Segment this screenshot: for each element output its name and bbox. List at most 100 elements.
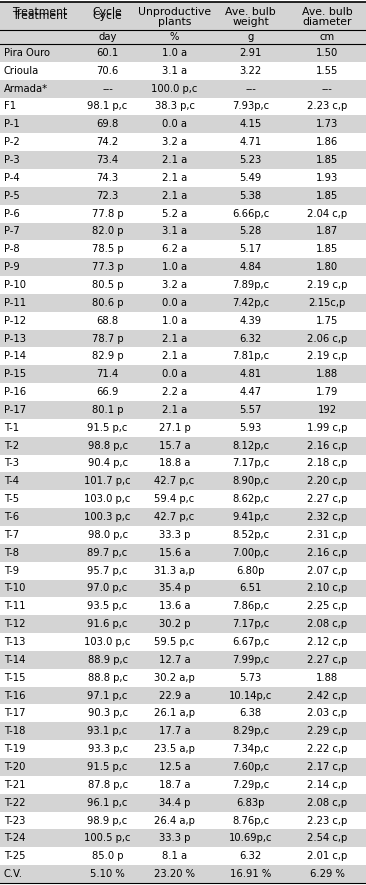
Text: 100.3 p,c: 100.3 p,c [85, 512, 131, 522]
Text: 82.9 p: 82.9 p [92, 351, 123, 361]
Text: 8.90p,c: 8.90p,c [232, 476, 269, 487]
Text: 9.41p,c: 9.41p,c [232, 512, 269, 522]
Text: 2.08 c,p: 2.08 c,p [307, 620, 347, 629]
Text: 2.1 a: 2.1 a [162, 351, 187, 361]
Text: 90.4 p,c: 90.4 p,c [87, 458, 128, 468]
Bar [0, 401, 366, 419]
Text: Treatment: Treatment [12, 7, 67, 17]
Text: 2.18 c,p: 2.18 c,p [307, 458, 347, 468]
Text: 2.12 c,p: 2.12 c,p [307, 637, 347, 647]
Text: 93.1 p,c: 93.1 p,c [87, 727, 128, 736]
Text: 27.1 p: 27.1 p [159, 423, 190, 433]
Text: 1.55: 1.55 [316, 65, 339, 76]
Text: 10.14p,c: 10.14p,c [229, 690, 272, 701]
Text: 2.16 c,p: 2.16 c,p [307, 548, 347, 558]
Bar [0, 383, 366, 401]
Text: 74.2: 74.2 [97, 137, 119, 147]
Text: F1: F1 [4, 102, 16, 112]
Bar [0, 847, 366, 866]
Text: 1.93: 1.93 [316, 173, 338, 183]
Text: 5.93: 5.93 [239, 423, 262, 433]
Text: %: % [170, 32, 179, 42]
Bar [0, 812, 366, 829]
Text: 1.73: 1.73 [316, 119, 338, 129]
Text: Armada*: Armada* [4, 83, 48, 94]
Text: T-3: T-3 [4, 458, 19, 468]
Text: P-6: P-6 [4, 209, 20, 219]
Text: T-22: T-22 [4, 797, 26, 808]
Text: 2.1 a: 2.1 a [162, 191, 187, 201]
Text: P-9: P-9 [4, 262, 20, 273]
Bar [0, 222, 366, 241]
Text: 2.2 a: 2.2 a [162, 387, 187, 397]
Text: 2.07 c,p: 2.07 c,p [307, 566, 347, 575]
Text: P-16: P-16 [4, 387, 26, 397]
Text: 80.5 p: 80.5 p [92, 280, 123, 290]
Text: T-1: T-1 [4, 423, 19, 433]
Bar [79, 2, 137, 30]
Text: 7.34p,c: 7.34p,c [232, 744, 269, 754]
Text: 6.2 a: 6.2 a [162, 244, 187, 254]
Text: P-17: P-17 [4, 405, 26, 415]
Text: 26.4 a,p: 26.4 a,p [154, 815, 195, 826]
Bar [0, 508, 366, 526]
Text: T-7: T-7 [4, 530, 19, 540]
Text: Treatment: Treatment [12, 11, 67, 21]
Text: 2.16 c,p: 2.16 c,p [307, 441, 347, 450]
Text: 5.38: 5.38 [239, 191, 262, 201]
Text: 88.8 p,c: 88.8 p,c [87, 673, 128, 682]
Text: 2.91: 2.91 [239, 48, 262, 58]
Text: 77.8 p: 77.8 p [92, 209, 123, 219]
Text: 2.1 a: 2.1 a [162, 173, 187, 183]
Bar [0, 44, 366, 62]
Text: 2.27 c,p: 2.27 c,p [307, 494, 347, 504]
Bar [0, 115, 366, 134]
Text: 13.6 a: 13.6 a [159, 601, 190, 612]
Text: 2.1 a: 2.1 a [162, 155, 187, 165]
Bar [0, 134, 366, 151]
Text: T-16: T-16 [4, 690, 26, 701]
Text: 2.23 c,p: 2.23 c,p [307, 102, 347, 112]
Text: 23.5 a,p: 23.5 a,p [154, 744, 195, 754]
Text: 98.1 p,c: 98.1 p,c [87, 102, 128, 112]
Text: 7.42p,c: 7.42p,c [232, 298, 269, 308]
Text: 3.1 a: 3.1 a [162, 65, 187, 76]
Bar [0, 473, 366, 490]
Text: 103.0 p,c: 103.0 p,c [85, 494, 131, 504]
Text: 2.25 c,p: 2.25 c,p [307, 601, 347, 612]
Text: 4.81: 4.81 [239, 369, 262, 380]
Text: 22.9 a: 22.9 a [159, 690, 190, 701]
Text: 7.86p,c: 7.86p,c [232, 601, 269, 612]
Text: P-8: P-8 [4, 244, 20, 254]
Text: T-24: T-24 [4, 834, 25, 843]
Text: 77.3 p: 77.3 p [92, 262, 123, 273]
Text: T-11: T-11 [4, 601, 26, 612]
Text: P-14: P-14 [4, 351, 26, 361]
Text: 7.00p,c: 7.00p,c [232, 548, 269, 558]
Text: plants: plants [158, 17, 191, 27]
Bar [0, 80, 366, 97]
Bar [0, 30, 79, 44]
Text: 4.39: 4.39 [239, 316, 262, 326]
Bar [0, 722, 366, 740]
Text: 7.89p,c: 7.89p,c [232, 280, 269, 290]
Text: day: day [98, 32, 117, 42]
Text: 31.3 a,p: 31.3 a,p [154, 566, 195, 575]
Text: 5.49: 5.49 [239, 173, 262, 183]
Text: T-13: T-13 [4, 637, 25, 647]
Text: 6.38: 6.38 [239, 708, 262, 719]
Text: T-9: T-9 [4, 566, 19, 575]
Bar [0, 829, 366, 847]
Bar [79, 30, 137, 44]
Text: 3.22: 3.22 [239, 65, 262, 76]
Text: P-11: P-11 [4, 298, 26, 308]
Text: 5.73: 5.73 [239, 673, 262, 682]
Text: 2.42 c,p: 2.42 c,p [307, 690, 347, 701]
Text: 2.15c,p: 2.15c,p [309, 298, 346, 308]
Text: 2.22 c,p: 2.22 c,p [307, 744, 347, 754]
Text: 66.9: 66.9 [96, 387, 119, 397]
Text: T-15: T-15 [4, 673, 26, 682]
Text: 78.5 p: 78.5 p [92, 244, 123, 254]
Text: 0.0 a: 0.0 a [162, 298, 187, 308]
Text: Pira Ouro: Pira Ouro [4, 48, 50, 58]
